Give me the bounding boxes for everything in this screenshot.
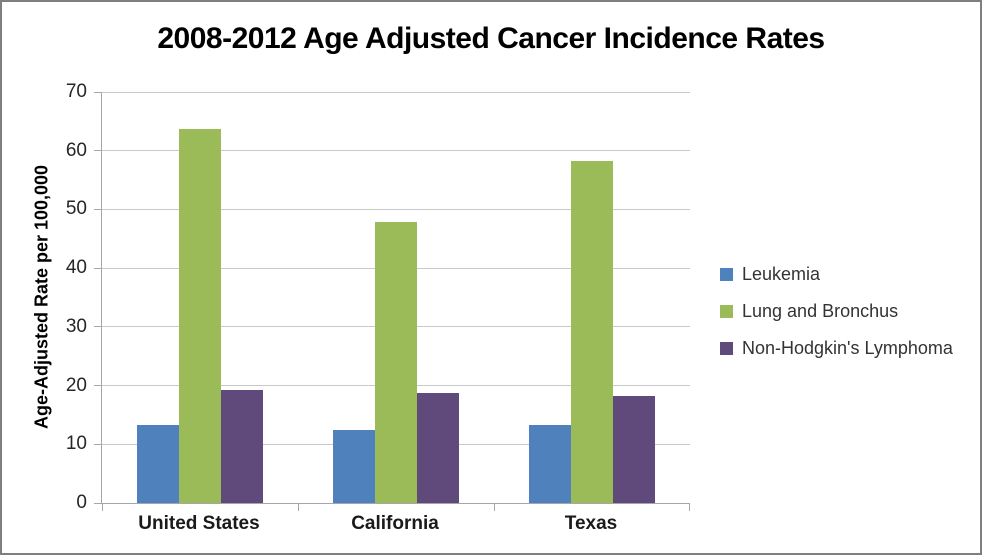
bar-leukemia-united-states (137, 425, 179, 503)
y-tick-label-50: 50 (65, 198, 87, 220)
legend-swatch-lung-and-bronchus-icon (720, 305, 733, 318)
bar-lung-and-bronchus-texas (571, 161, 613, 503)
x-axis-tick (298, 504, 299, 511)
gridline-y-70 (102, 91, 690, 93)
y-axis-tick (94, 267, 101, 269)
y-axis-tick (94, 208, 101, 210)
bar-non-hodgkin-s-lymphoma-united-states (221, 390, 263, 503)
y-tick-label-20: 20 (65, 374, 87, 396)
bar-lung-and-bronchus-united-states (179, 129, 221, 503)
legend: Leukemia Lung and Bronchus Non-Hodgkin's… (720, 256, 953, 367)
y-axis-tick (94, 91, 101, 93)
y-tick-label-40: 40 (65, 257, 87, 279)
legend-swatch-leukemia-icon (720, 268, 733, 281)
y-axis-tick (94, 443, 101, 445)
x-category-label-texas: Texas (564, 513, 618, 534)
x-category-label-california: California (351, 513, 439, 534)
bar-leukemia-california (333, 430, 375, 503)
gridline-y-50 (102, 208, 690, 210)
y-tick-label-30: 30 (65, 315, 87, 337)
y-tick-label-0: 0 (76, 492, 87, 513)
plot-area (94, 91, 690, 511)
x-axis-tick (102, 504, 103, 511)
y-tick-label-70: 70 (65, 81, 87, 102)
y-axis-tick (94, 326, 101, 328)
gridline-y-60 (102, 150, 690, 152)
chart-title: 2008-2012 Age Adjusted Cancer Incidence … (157, 22, 825, 55)
bar-non-hodgkin-s-lymphoma-texas (613, 396, 655, 503)
bar-lung-and-bronchus-california (375, 222, 417, 503)
x-category-label-united-states: United States (138, 513, 260, 534)
legend-item-non-hodgkins-lymphoma: Non-Hodgkin's Lymphoma (720, 330, 953, 367)
x-axis-tick (494, 504, 495, 511)
bar-non-hodgkin-s-lymphoma-california (417, 393, 459, 503)
legend-label: Leukemia (742, 264, 821, 284)
legend-label: Non-Hodgkin's Lymphoma (742, 338, 953, 358)
y-axis-tick (94, 150, 101, 152)
y-tick-label-60: 60 (65, 139, 87, 161)
legend-swatch-non-hodgkins-lymphoma-icon (720, 342, 733, 355)
legend-label: Lung and Bronchus (742, 301, 899, 321)
y-axis-tick (94, 503, 101, 504)
bar-leukemia-texas (529, 425, 571, 503)
y-axis-tick (94, 385, 101, 387)
y-axis-title: Age-Adjusted Rate per 100,000 (31, 164, 52, 430)
legend-item-leukemia: Leukemia (720, 256, 953, 293)
x-axis-tick (689, 504, 690, 511)
legend-item-lung-and-bronchus: Lung and Bronchus (720, 293, 953, 330)
y-tick-label-10: 10 (65, 433, 87, 455)
